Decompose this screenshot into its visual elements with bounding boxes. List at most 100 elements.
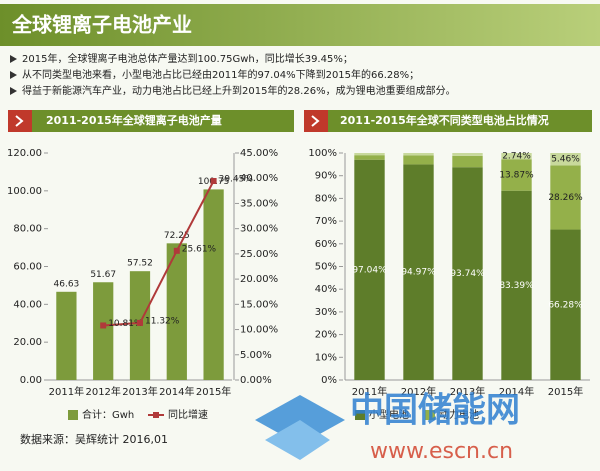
legend-marker bbox=[355, 410, 365, 420]
bar bbox=[166, 243, 187, 380]
y2ticks-label: 15.00% bbox=[240, 299, 278, 310]
data-label: 94.97% bbox=[401, 268, 436, 278]
y2ticks-label: 45.00% bbox=[240, 148, 278, 159]
panel-header-left bbox=[8, 110, 294, 132]
y2ticks-label: 20.00% bbox=[240, 274, 278, 285]
x-tick-label: 2014年 bbox=[159, 385, 194, 398]
bar-segment bbox=[354, 155, 385, 160]
yticks-label: 20.00 bbox=[13, 337, 42, 348]
bar-segment bbox=[403, 155, 434, 165]
y2ticks-label: 30.00% bbox=[240, 224, 278, 235]
data-label: 97.04% bbox=[352, 265, 387, 275]
x-tick-label: 2011年 bbox=[49, 385, 84, 398]
watermark-name: 中国储能网 bbox=[350, 391, 520, 431]
bar bbox=[203, 189, 224, 380]
bar-segment bbox=[501, 159, 532, 191]
bullet-markers bbox=[10, 55, 17, 95]
source: 数据来源：吴辉统计 2016,01 bbox=[20, 432, 168, 446]
yticks-label: 0% bbox=[321, 375, 337, 386]
bullet: 得益于新能源汽车产业，动力电池占比已经上升到2015年的28.26%，成为锂电池… bbox=[22, 84, 456, 97]
data-label: 2.74% bbox=[502, 152, 531, 162]
chart-title: 2011-2015年全球不同类型电池占比情况 bbox=[340, 113, 549, 127]
yticks-label: 100.00 bbox=[7, 186, 42, 197]
data-label: 83.39% bbox=[499, 281, 534, 291]
x-tick-label: 2015年 bbox=[196, 385, 231, 398]
data-label: 25.61% bbox=[182, 244, 217, 254]
data-label: 10.81% bbox=[108, 319, 143, 329]
watermark-url: www.escn.cn bbox=[370, 439, 513, 464]
point bbox=[100, 322, 107, 329]
yticks-label: 60% bbox=[315, 239, 337, 250]
bar bbox=[56, 291, 77, 380]
legend-marker bbox=[425, 410, 435, 420]
data-label: 93.74% bbox=[450, 269, 485, 279]
y2ticks-label: 40.00% bbox=[240, 173, 278, 184]
y2ticks-label: 35.00% bbox=[240, 198, 278, 209]
bar bbox=[93, 282, 114, 380]
data-label: 5.46% bbox=[551, 155, 580, 165]
data-label: 13.87% bbox=[499, 170, 534, 180]
bar-segment bbox=[354, 159, 385, 380]
x-tick-label: 2013年 bbox=[450, 385, 485, 398]
x-tick-label: 2013年 bbox=[122, 385, 157, 398]
chart-title: 2011-2015年全球锂离子电池产量 bbox=[46, 113, 222, 127]
bar-segment bbox=[550, 153, 581, 166]
y2ticks-label: 10.00% bbox=[240, 325, 278, 336]
bar-segment bbox=[452, 167, 483, 380]
x-tick-label: 2012年 bbox=[85, 385, 120, 398]
point bbox=[137, 319, 143, 326]
yticks-label: 30% bbox=[315, 307, 337, 318]
x-tick-label: 2012年 bbox=[401, 385, 436, 398]
yticks-label: 60.00 bbox=[13, 262, 42, 273]
x-tick-label: 2011年 bbox=[352, 385, 387, 398]
yticks-label: 80.00 bbox=[13, 224, 42, 235]
bar-segment bbox=[452, 153, 483, 156]
legend-label: 同比增速 bbox=[168, 408, 208, 421]
bar-segment bbox=[354, 153, 385, 156]
bar-segment bbox=[550, 229, 581, 380]
bar-segment bbox=[403, 164, 434, 380]
yticks-label: 80% bbox=[315, 193, 337, 204]
legend-marker bbox=[68, 410, 78, 420]
yticks-label: 10% bbox=[315, 352, 337, 363]
line bbox=[103, 180, 215, 327]
yticks-label: 100% bbox=[308, 148, 337, 159]
bar-segment bbox=[501, 190, 532, 380]
legend-label: 动力电池 bbox=[439, 408, 479, 421]
header-title: 全球锂离子电池产业 bbox=[11, 13, 192, 37]
data-label: 46.63 bbox=[54, 279, 80, 289]
panel-header-right bbox=[304, 110, 592, 132]
data-label: 57.52 bbox=[127, 259, 153, 269]
yticks-label: 120.00 bbox=[7, 148, 42, 159]
yticks-label: 0.00 bbox=[20, 375, 42, 386]
y2ticks-label: 0.00% bbox=[240, 375, 272, 386]
data-label: 11.32% bbox=[145, 316, 180, 326]
yticks-label: 40% bbox=[315, 284, 337, 295]
data-label: 72.25 bbox=[164, 231, 190, 241]
y2ticks-label: 25.00% bbox=[240, 249, 278, 260]
yticks-label: 20% bbox=[315, 330, 337, 341]
bar-segment bbox=[550, 165, 581, 230]
point bbox=[173, 247, 180, 254]
watermark: 中国储能网 www.escn.cn bbox=[255, 391, 520, 464]
x-tick-label: 2014年 bbox=[499, 385, 534, 398]
yticks-label: 50% bbox=[315, 262, 337, 273]
bar-segment bbox=[501, 153, 532, 160]
bar-segment bbox=[403, 153, 434, 156]
yticks-label: 90% bbox=[315, 171, 337, 182]
legend-marker bbox=[153, 412, 159, 418]
data-label: 28.26% bbox=[548, 193, 583, 203]
legend-label: 合计：Gwh bbox=[82, 408, 134, 421]
yticks-label: 70% bbox=[315, 216, 337, 227]
bullet: 从不同类型电池来看，小型电池占比已经由2011年的97.04%下降到2015年的… bbox=[22, 68, 419, 81]
y2ticks-label: 5.00% bbox=[240, 350, 272, 361]
point bbox=[210, 177, 217, 184]
bar-segment bbox=[452, 155, 483, 168]
data-label: 51.67 bbox=[90, 270, 116, 280]
data-label: 39.45% bbox=[219, 174, 254, 184]
yticks-label: 40.00 bbox=[13, 299, 42, 310]
header-bar bbox=[0, 4, 600, 46]
plots: 0.00 20.00 40.00 60.00 80.00 100.00 120.00 0.00… bbox=[7, 148, 590, 421]
